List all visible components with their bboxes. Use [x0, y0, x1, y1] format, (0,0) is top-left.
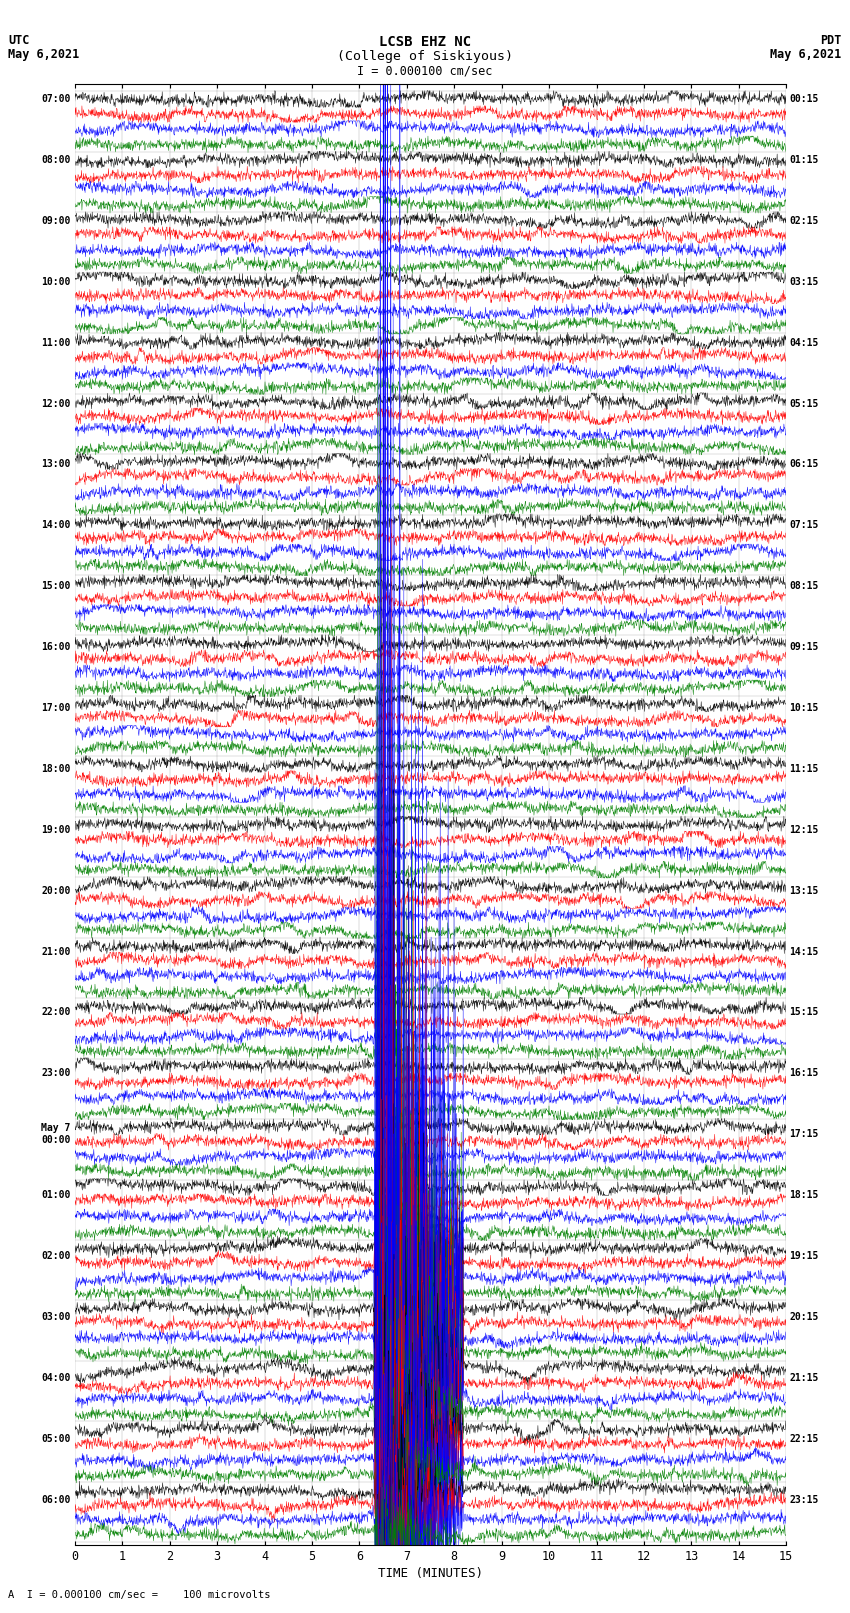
Text: 05:00: 05:00	[41, 1434, 71, 1444]
Text: May 7
00:00: May 7 00:00	[41, 1123, 71, 1145]
Text: 13:00: 13:00	[41, 460, 71, 469]
Text: 12:15: 12:15	[789, 824, 819, 836]
Text: 02:00: 02:00	[41, 1252, 71, 1261]
Text: 22:15: 22:15	[789, 1434, 819, 1444]
Text: 04:00: 04:00	[41, 1373, 71, 1382]
Text: 20:15: 20:15	[789, 1311, 819, 1323]
Text: 16:00: 16:00	[41, 642, 71, 652]
Text: 14:00: 14:00	[41, 521, 71, 531]
Text: 21:15: 21:15	[789, 1373, 819, 1382]
Text: UTC: UTC	[8, 34, 30, 47]
Text: 18:00: 18:00	[41, 765, 71, 774]
Text: I = 0.000100 cm/sec: I = 0.000100 cm/sec	[357, 65, 493, 77]
Text: A  I = 0.000100 cm/sec =    100 microvolts: A I = 0.000100 cm/sec = 100 microvolts	[8, 1590, 271, 1600]
Text: 16:15: 16:15	[789, 1068, 819, 1079]
Text: PDT: PDT	[820, 34, 842, 47]
Text: 02:15: 02:15	[789, 216, 819, 226]
Text: 15:15: 15:15	[789, 1008, 819, 1018]
Text: 07:15: 07:15	[789, 521, 819, 531]
Text: 10:15: 10:15	[789, 703, 819, 713]
Text: 07:00: 07:00	[41, 94, 71, 105]
Text: 09:15: 09:15	[789, 642, 819, 652]
Text: (College of Siskiyous): (College of Siskiyous)	[337, 50, 513, 63]
Text: 22:00: 22:00	[41, 1008, 71, 1018]
Text: 09:00: 09:00	[41, 216, 71, 226]
Text: 19:00: 19:00	[41, 824, 71, 836]
Text: 12:00: 12:00	[41, 398, 71, 408]
Text: 06:15: 06:15	[789, 460, 819, 469]
Text: 10:00: 10:00	[41, 277, 71, 287]
Text: LCSB EHZ NC: LCSB EHZ NC	[379, 35, 471, 50]
Text: 17:15: 17:15	[789, 1129, 819, 1139]
Text: 17:00: 17:00	[41, 703, 71, 713]
Text: 11:00: 11:00	[41, 337, 71, 348]
Text: 04:15: 04:15	[789, 337, 819, 348]
Text: 00:15: 00:15	[789, 94, 819, 105]
Text: 06:00: 06:00	[41, 1495, 71, 1505]
Text: 05:15: 05:15	[789, 398, 819, 408]
Text: May 6,2021: May 6,2021	[770, 48, 842, 61]
Text: 08:00: 08:00	[41, 155, 71, 165]
Text: May 6,2021: May 6,2021	[8, 48, 80, 61]
Text: 13:15: 13:15	[789, 886, 819, 895]
Text: 11:15: 11:15	[789, 765, 819, 774]
Text: 03:00: 03:00	[41, 1311, 71, 1323]
Text: 20:00: 20:00	[41, 886, 71, 895]
Text: 01:15: 01:15	[789, 155, 819, 165]
Text: 08:15: 08:15	[789, 581, 819, 592]
Text: 21:00: 21:00	[41, 947, 71, 957]
Text: 15:00: 15:00	[41, 581, 71, 592]
Text: 03:15: 03:15	[789, 277, 819, 287]
Text: 23:15: 23:15	[789, 1495, 819, 1505]
Text: 19:15: 19:15	[789, 1252, 819, 1261]
Text: 01:00: 01:00	[41, 1190, 71, 1200]
Text: 23:00: 23:00	[41, 1068, 71, 1079]
Text: 18:15: 18:15	[789, 1190, 819, 1200]
Text: 14:15: 14:15	[789, 947, 819, 957]
X-axis label: TIME (MINUTES): TIME (MINUTES)	[378, 1568, 483, 1581]
